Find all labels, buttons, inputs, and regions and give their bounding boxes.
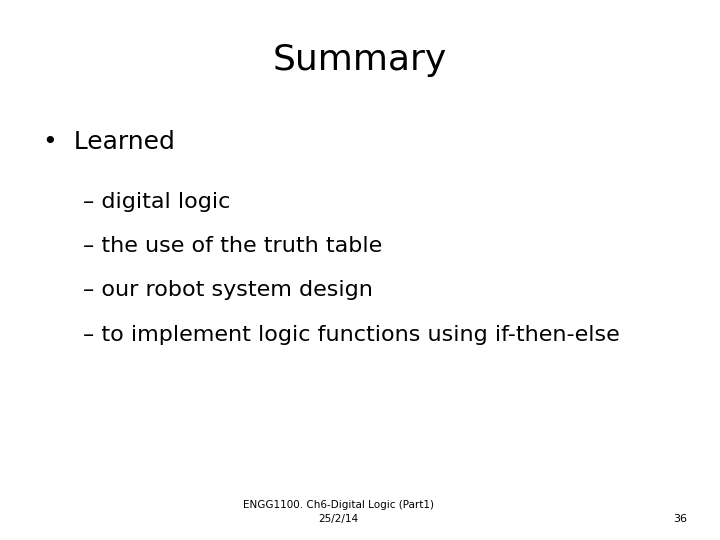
Text: •  Learned: • Learned bbox=[43, 130, 175, 153]
Text: Summary: Summary bbox=[273, 43, 447, 77]
Text: – digital logic: – digital logic bbox=[83, 192, 230, 212]
Text: – the use of the truth table: – the use of the truth table bbox=[83, 236, 382, 256]
Text: – our robot system design: – our robot system design bbox=[83, 280, 373, 300]
Text: – to implement logic functions using if-then-else: – to implement logic functions using if-… bbox=[83, 325, 619, 345]
Text: ENGG1100. Ch6-Digital Logic (Part1)
25/2/14: ENGG1100. Ch6-Digital Logic (Part1) 25/2… bbox=[243, 500, 434, 524]
Text: 36: 36 bbox=[674, 514, 688, 524]
